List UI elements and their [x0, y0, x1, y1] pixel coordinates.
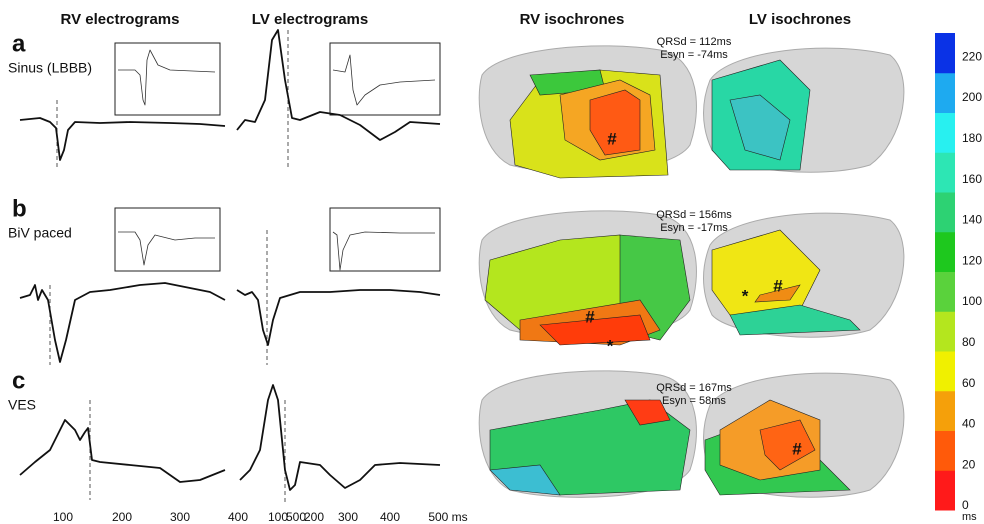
site-marker: # — [607, 129, 617, 148]
isochrone-maps — [478, 45, 905, 498]
colorbar-segment — [935, 351, 955, 392]
colorbar: 0 20 40 60 80 100 120 140 160 180 200 220 ms — [935, 33, 982, 523]
time-tick-label: 500 ms — [428, 510, 467, 524]
colorbar-tick-label: 80 — [962, 335, 976, 349]
colorbar-tick-label: 20 — [962, 457, 976, 471]
colorbar-tick-label: 220 — [962, 49, 982, 63]
qrsd-label: QRSd = 156ms — [656, 209, 732, 221]
time-tick-label: 400 — [228, 510, 248, 524]
time-tick-label: 100 — [53, 510, 73, 524]
time-tick-label: 400 — [380, 510, 400, 524]
time-tick-label: 200 — [304, 510, 324, 524]
header: RV isochrones — [520, 11, 625, 28]
colorbar-tick-label: 180 — [962, 131, 982, 145]
panel-letter: a — [12, 30, 26, 57]
electrograms-c — [19, 384, 441, 505]
colorbar-segment — [935, 271, 955, 312]
colorbar-tick-label: 0 — [962, 498, 969, 512]
site-marker: # — [773, 276, 783, 295]
colorbar-segment — [935, 192, 955, 233]
time-tick-label: 500 — [286, 510, 306, 524]
colorbar-unit: ms — [962, 511, 977, 523]
colorbar-segment — [935, 231, 955, 272]
esyn-label: Esyn = 58ms — [662, 395, 726, 407]
qrsd-label: QRSd = 167ms — [656, 382, 732, 394]
colorbar-segment — [935, 152, 955, 193]
panel-letter: b — [12, 195, 27, 222]
condition-label: BiV paced — [8, 225, 72, 241]
colorbar-tick-label: 200 — [962, 90, 982, 104]
colorbar-segment — [935, 470, 955, 511]
site-marker: * — [742, 286, 749, 305]
colorbar-tick-label: 160 — [962, 172, 982, 186]
site-marker: # — [792, 439, 802, 458]
colorbar-segment — [935, 112, 955, 153]
condition-label: Sinus (LBBB) — [8, 60, 92, 76]
colorbar-tick-label: 60 — [962, 376, 976, 390]
time-tick-label: 200 — [112, 510, 132, 524]
colorbar-tick-label: 100 — [962, 294, 982, 308]
colorbar-segment — [935, 390, 955, 431]
electrograms-b — [19, 207, 441, 365]
site-marker: # — [585, 307, 595, 326]
colorbar-tick-label: 120 — [962, 253, 982, 267]
panel-letter: c — [12, 367, 25, 394]
header: LV isochrones — [749, 11, 851, 28]
colorbar-tick-label: 140 — [962, 213, 982, 227]
time-tick-label: 100 — [268, 510, 288, 524]
colorbar-segment — [935, 33, 955, 74]
colorbar-tick-label: 40 — [962, 417, 976, 431]
header: LV electrograms — [252, 11, 368, 28]
header: RV electrograms — [61, 11, 180, 28]
qrsd-label: QRSd = 112ms — [657, 36, 732, 48]
esyn-label: Esyn = -17ms — [660, 222, 728, 234]
electrograms-a — [19, 29, 441, 170]
time-tick-label: 300 — [338, 510, 358, 524]
esyn-label: Esyn = -74ms — [660, 49, 728, 61]
colorbar-segment — [935, 430, 955, 471]
site-marker: * — [607, 336, 614, 355]
colorbar-segment — [935, 311, 955, 352]
time-tick-label: 300 — [170, 510, 190, 524]
colorbar-segment — [935, 72, 955, 113]
condition-label: VES — [8, 397, 36, 413]
